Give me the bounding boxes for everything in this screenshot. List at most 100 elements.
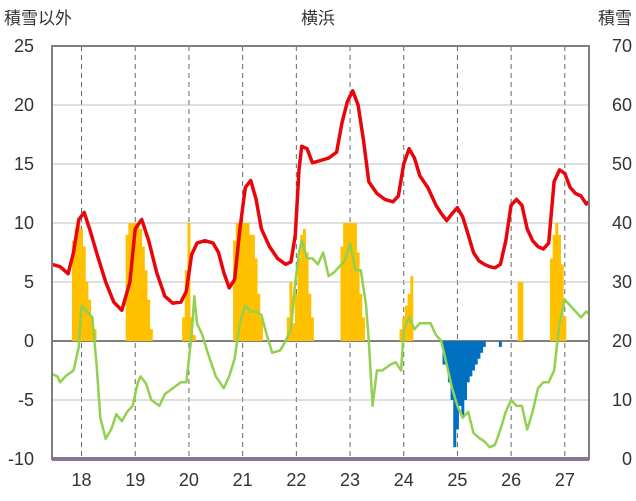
blue-bar <box>498 341 502 347</box>
orange-bar <box>251 234 255 341</box>
blue-bar <box>480 341 484 353</box>
orange-bar <box>74 228 78 341</box>
blue-bar <box>463 341 467 400</box>
orange-bar <box>302 228 306 341</box>
orange-bar <box>289 282 293 341</box>
orange-bar <box>149 329 153 341</box>
orange-bar <box>351 223 355 341</box>
blue-bar <box>477 341 481 359</box>
left-tick-label: 25 <box>14 36 34 56</box>
orange-bar <box>294 293 298 341</box>
right-tick-label: 60 <box>612 95 632 115</box>
left-tick-label: -10 <box>8 449 34 469</box>
blue-bar <box>445 341 449 365</box>
orange-bar <box>292 323 296 341</box>
x-tick-label: 27 <box>555 470 575 490</box>
left-tick-label: 5 <box>24 272 34 292</box>
orange-bar <box>560 264 564 341</box>
blue-bar <box>455 341 459 430</box>
blue-bar <box>472 341 476 371</box>
orange-bar <box>563 317 567 341</box>
blue-bar <box>458 341 462 406</box>
chart-title: 横浜 <box>301 9 335 29</box>
orange-bar <box>520 282 524 341</box>
blue-bar <box>469 341 473 377</box>
orange-bar <box>147 299 151 341</box>
right-tick-label: 30 <box>612 272 632 292</box>
orange-bar <box>257 293 261 341</box>
orange-bar <box>133 223 137 341</box>
green-series-line <box>51 239 590 449</box>
orange-bar <box>549 258 553 341</box>
orange-bar <box>144 270 148 341</box>
blue-bar <box>450 341 454 400</box>
orange-bar <box>552 234 556 341</box>
orange-bar <box>399 329 403 341</box>
orange-bar <box>359 293 363 341</box>
orange-bar <box>517 282 521 341</box>
x-tick-label: 22 <box>286 470 306 490</box>
orange-bar <box>80 228 84 341</box>
orange-bar <box>71 240 75 341</box>
orange-bar <box>343 223 347 341</box>
orange-bar <box>192 335 196 341</box>
x-tick-label: 23 <box>340 470 360 490</box>
orange-bar <box>88 299 92 341</box>
orange-bar <box>82 246 86 341</box>
orange-bar <box>233 240 237 341</box>
orange-bar <box>305 252 309 341</box>
orange-bar <box>308 293 312 341</box>
orange-bar <box>141 246 145 341</box>
right-axis-label: 積雪 <box>598 9 632 29</box>
x-tick-label: 19 <box>125 470 145 490</box>
orange-bar <box>249 234 253 341</box>
x-tick-label: 18 <box>72 470 92 490</box>
orange-bar <box>340 246 344 341</box>
left-axis-label: 積雪以外 <box>4 9 72 29</box>
orange-bar <box>254 258 258 341</box>
right-tick-label: 0 <box>622 449 632 469</box>
orange-bar <box>182 317 186 341</box>
right-tick-label: 10 <box>612 390 632 410</box>
orange-bar <box>310 317 314 341</box>
left-tick-label: 15 <box>14 154 34 174</box>
left-tick-label: 10 <box>14 213 34 233</box>
x-tick-label: 24 <box>394 470 414 490</box>
orange-bar <box>557 234 561 341</box>
right-tick-label: 50 <box>612 154 632 174</box>
orange-bar <box>297 258 301 341</box>
orange-bar <box>259 317 263 341</box>
orange-bar <box>131 223 135 341</box>
orange-bar <box>77 223 81 341</box>
right-tick-label: 20 <box>612 331 632 351</box>
plot-frame <box>51 45 590 460</box>
orange-bar <box>353 223 357 341</box>
orange-bar <box>136 223 140 341</box>
x-tick-label: 26 <box>501 470 521 490</box>
x-tick-label: 25 <box>447 470 467 490</box>
orange-bar <box>410 276 414 341</box>
left-tick-label: 20 <box>14 95 34 115</box>
orange-bar <box>286 317 290 341</box>
orange-bar <box>238 223 242 341</box>
orange-bar <box>243 223 247 341</box>
blue-bar <box>466 341 470 383</box>
blue-bar <box>461 341 465 418</box>
right-tick-label: 40 <box>612 213 632 233</box>
orange-bar <box>356 252 360 341</box>
red-series-line <box>51 89 591 313</box>
blue-bar <box>474 341 478 365</box>
left-tick-label: -5 <box>18 390 34 410</box>
orange-bar <box>348 223 352 341</box>
left-tick-label: 0 <box>24 331 34 351</box>
orange-bar <box>241 223 245 341</box>
orange-bar <box>361 317 365 341</box>
blue-bar <box>447 341 451 383</box>
x-tick-label: 20 <box>179 470 199 490</box>
orange-bar <box>235 223 239 341</box>
orange-bar <box>139 228 143 341</box>
orange-bar <box>300 234 304 341</box>
orange-bar <box>555 223 559 341</box>
